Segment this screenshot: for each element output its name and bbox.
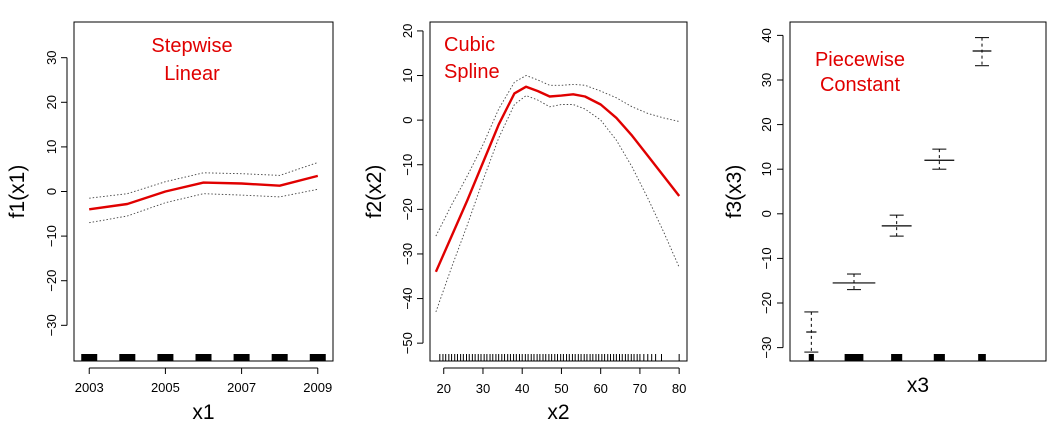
plot-frame (429, 21, 688, 362)
rug-block (844, 354, 864, 361)
rug-mark (195, 354, 212, 361)
y-tick-label: 10 (400, 68, 415, 82)
x-tick-label: 60 (593, 381, 607, 396)
annotation-line-2: Linear (164, 63, 220, 85)
y-tick-label: −50 (400, 332, 415, 354)
fit-line (434, 85, 681, 273)
chart-panel-3: −30 −20 −10 0 10 20 30 40 x3 f3(x3) Piecewise Const… (723, 21, 1047, 397)
rug-mark (233, 354, 250, 361)
lower-band-line (435, 95, 680, 313)
y-tick-label: −20 (400, 198, 415, 220)
y-tick-label: 0 (400, 117, 415, 124)
y-tick-label: 30 (44, 50, 59, 64)
y-tick-label: 40 (759, 28, 774, 42)
x-tick-label: 50 (554, 381, 568, 396)
rug-block (933, 354, 945, 361)
y-tick-label: −10 (400, 154, 415, 176)
y-tick-label: −30 (400, 243, 415, 265)
y-tick-label: 10 (44, 140, 59, 154)
x-tick-label: 70 (633, 381, 647, 396)
y-tick-label: 20 (44, 95, 59, 109)
x-tick-label: 80 (672, 381, 686, 396)
y-axis-title: f3(x3) (723, 165, 746, 219)
y-tick-label: −40 (400, 288, 415, 310)
rug-mark (309, 354, 326, 361)
x-tick-label: 2007 (227, 380, 256, 395)
y-tick-label: −10 (44, 225, 59, 247)
x-tick-label: 30 (476, 381, 490, 396)
x-tick-label: 2003 (75, 380, 104, 395)
x-tick-label: 20 (436, 381, 450, 396)
rug-mark (119, 354, 136, 361)
y-tick-label: 10 (759, 162, 774, 176)
plot-frame (789, 21, 1047, 362)
annotation-line-1: Stepwise (151, 35, 232, 57)
y-axis-title: f1(x1) (6, 165, 29, 219)
rug-mark (157, 354, 174, 361)
y-tick-label: −30 (44, 314, 59, 336)
y-tick-label: 0 (759, 210, 774, 217)
annotation-line-1: Cubic (444, 34, 495, 56)
rug-block (978, 354, 986, 361)
y-tick-label: −20 (44, 270, 59, 292)
y-tick-label: −30 (759, 337, 774, 359)
rug-block (808, 354, 814, 361)
y-tick-label: 20 (759, 117, 774, 131)
annotation-line-2: Spline (444, 61, 500, 83)
upper-band-line (89, 162, 318, 199)
upper-band-line (435, 75, 680, 237)
x-tick-label: 2009 (303, 380, 332, 395)
y-tick-label: 0 (44, 188, 59, 195)
y-tick-label: 30 (759, 73, 774, 87)
annotation-line-2: Constant (820, 74, 900, 96)
x-axis-title: x2 (547, 401, 569, 424)
rug-mark (271, 354, 288, 361)
lower-band-line (89, 188, 318, 224)
y-tick-label: −20 (759, 292, 774, 314)
fit-line (89, 174, 319, 211)
annotation-line-1: Piecewise (815, 49, 905, 71)
rug-block (891, 354, 903, 361)
y-axis-title: f2(x2) (363, 165, 386, 219)
y-tick-label: −10 (759, 247, 774, 269)
x-tick-label: 40 (515, 381, 529, 396)
rug-mark (81, 354, 98, 361)
x-axis-title: x1 (192, 401, 214, 424)
y-tick-label: 20 (400, 24, 415, 38)
chart-panel-1: −30 −20 −10 0 10 20 30 2003 2005 2007 2009 x1 f1(x1)… (6, 21, 334, 424)
x-axis-title: x3 (907, 374, 929, 397)
x-tick-label: 2005 (151, 380, 180, 395)
chart-panel-2: −50 −40 −30 −20 −10 0 10 20 20 30 40 50 60 70 80 x2 f2(x… (363, 21, 688, 424)
